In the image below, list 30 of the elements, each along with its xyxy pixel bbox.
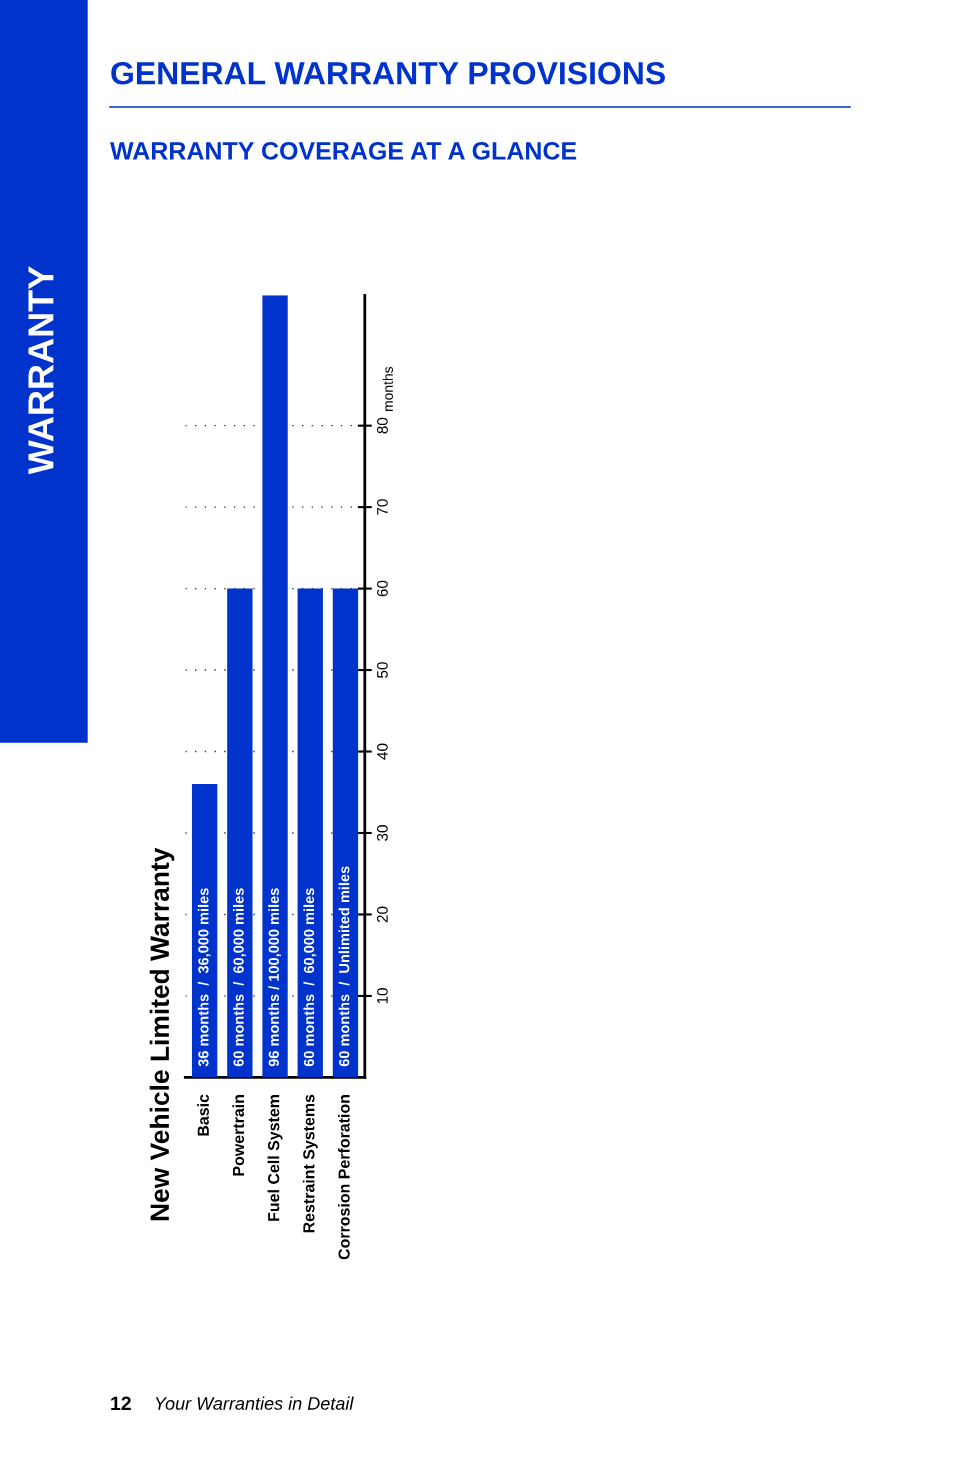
y-tick-label: 20 xyxy=(377,906,388,923)
y-tick-label: 60 xyxy=(377,580,388,597)
bar xyxy=(227,588,253,1078)
bar xyxy=(191,784,218,1078)
text: WARRANTY xyxy=(28,266,54,475)
y-tick-label: 10 xyxy=(377,988,388,1004)
x-tick-label: Fuel Cell System xyxy=(267,1095,283,1221)
text: WARRANTY COVERAGE AT A GLANCE xyxy=(110,142,577,160)
y-tick-label: 30 xyxy=(377,825,388,841)
y-tick-label: 70 xyxy=(377,499,388,515)
data-label: 60 months / Unlimited miles xyxy=(338,866,350,1067)
text: New Vehicle Limited Warranty xyxy=(149,847,175,1221)
text: Your Warranties in Detail xyxy=(155,1396,354,1410)
y-tick-label: 50 xyxy=(377,662,388,678)
y-tick-label: 80 xyxy=(377,417,388,434)
data-label: 36 months / 36,000 miles xyxy=(197,888,211,1067)
bar xyxy=(262,295,288,1078)
x-tick-label: Corrosion Perforation xyxy=(338,1095,350,1260)
text: GENERAL WARRANTY PROVISIONS xyxy=(111,61,665,85)
bar xyxy=(332,588,359,1078)
data-label: 60 months / 60,000 miles xyxy=(233,888,246,1067)
y-axis-title: months xyxy=(382,366,393,412)
bar xyxy=(297,588,323,1078)
x-tick-label: Powertrain xyxy=(232,1095,245,1176)
data-label: 60 months / 60,000 miles xyxy=(303,888,317,1067)
x-tick-label: Basic xyxy=(197,1094,209,1136)
data-label: 96 months / 100,000 miles xyxy=(268,888,282,1067)
y-tick-label: 40 xyxy=(377,743,388,760)
x-tick-label: Restraint Systems xyxy=(302,1094,318,1233)
text: 12 xyxy=(111,1396,131,1411)
